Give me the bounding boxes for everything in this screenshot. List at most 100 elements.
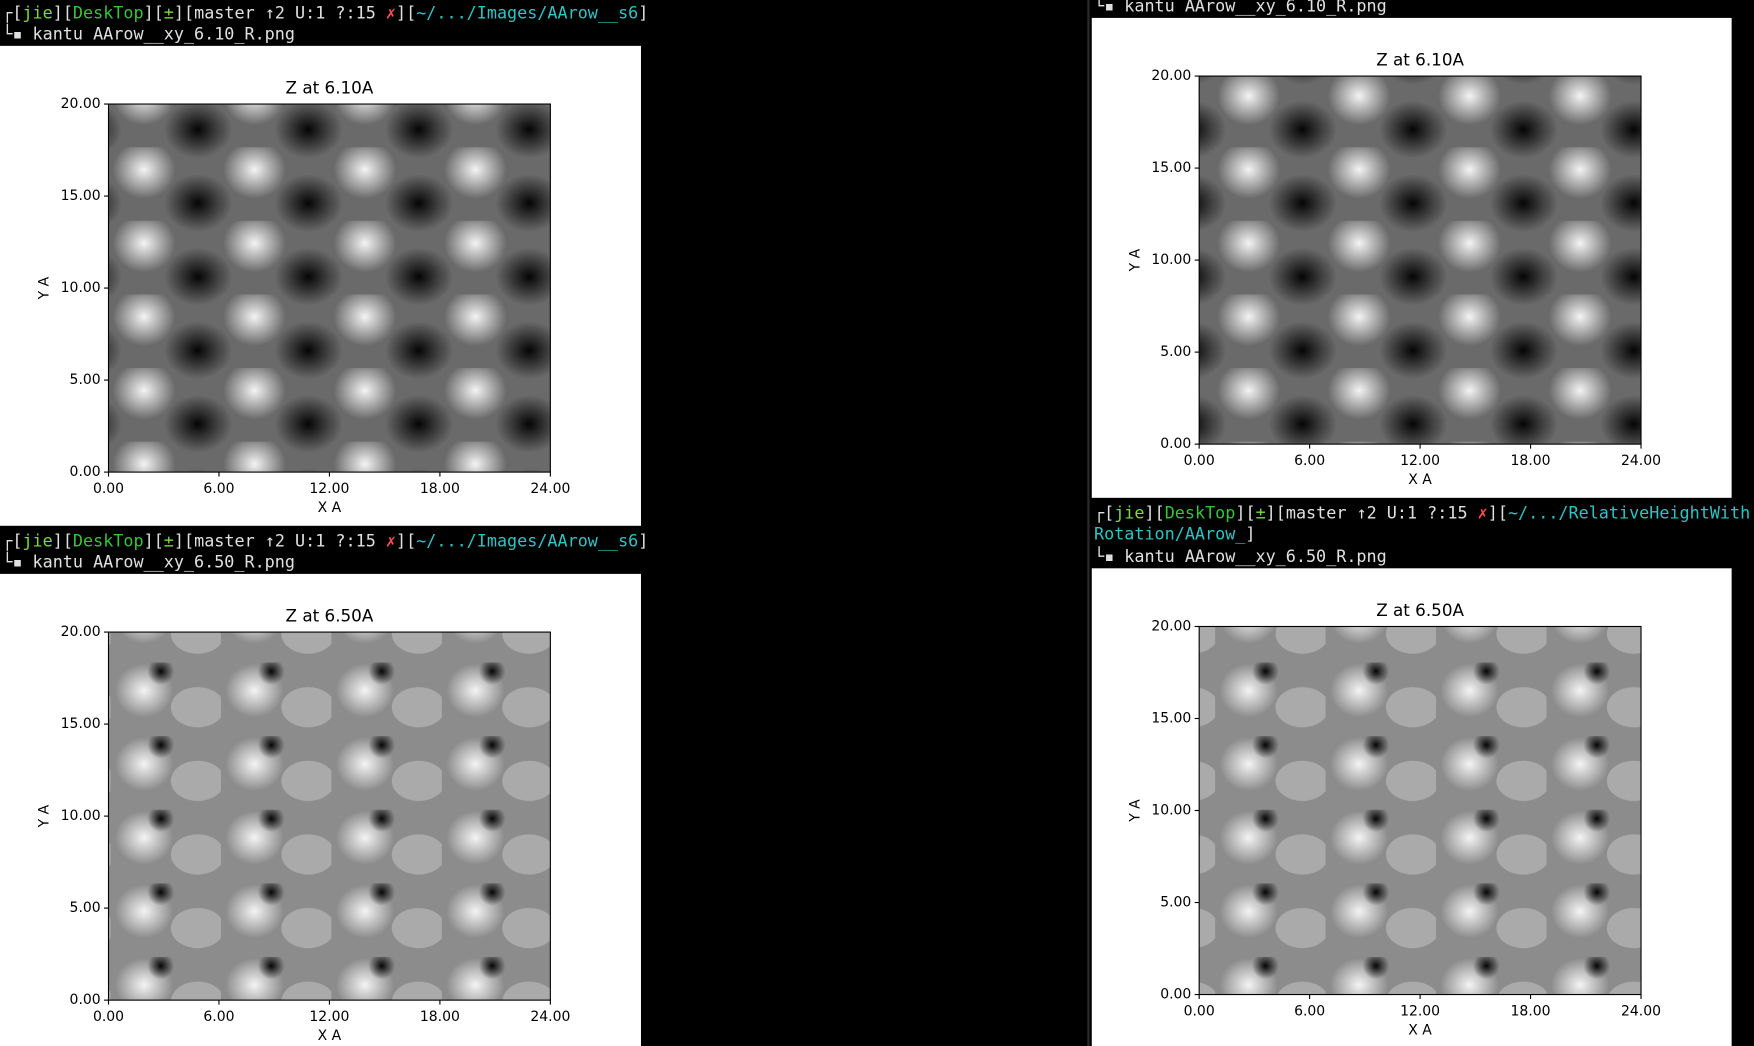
x-tick-label: 0.00 [93, 481, 124, 497]
prompt-segment: ][ [144, 530, 164, 550]
x-tick-label: 24.00 [530, 481, 570, 497]
heatmap [108, 104, 551, 473]
x-tick-label: 0.00 [1184, 453, 1215, 469]
x-tick-label: 18.00 [420, 1009, 460, 1025]
heatmap [108, 632, 551, 1001]
prompt-segment: ][master ↑2 U:1 ?:15 [1266, 502, 1478, 522]
prompt-segment: jie [1114, 502, 1144, 522]
y-tick-label: 0.00 [70, 992, 101, 1008]
y-tick-label: 10.00 [1151, 803, 1191, 819]
pane-divider [1087, 0, 1090, 1046]
y-tick-label: 15.00 [1151, 710, 1191, 726]
y-tick-label: 0.00 [1160, 987, 1191, 1003]
prompt-segment: ] [638, 530, 648, 550]
prompt-segment: ✗ [386, 530, 396, 550]
x-tick-label: 24.00 [1621, 1003, 1661, 1019]
prompt-segment: ][ [396, 2, 416, 22]
plot-title: Z at 6.50A [1376, 600, 1464, 620]
y-tick-label: 15.00 [61, 188, 101, 204]
x-tick-label: 6.00 [203, 481, 234, 497]
x-tick-label: 6.00 [1294, 453, 1325, 469]
y-tick-label: 20.00 [1151, 618, 1191, 634]
y-tick-label: 0.00 [70, 464, 101, 480]
prompt-segment: DeskTop [1165, 502, 1236, 522]
prompt-line: ┌[jie][DeskTop][±][master ↑2 U:1 ?:15 ✗]… [1094, 502, 1750, 523]
x-tick-label: 12.00 [309, 1009, 349, 1025]
command-line: └▪ kantu AArow__xy_6.10_R.png [1094, 0, 1387, 16]
prompt-segment: ± [164, 530, 174, 550]
x-tick-label: 18.00 [420, 481, 460, 497]
prompt-segment: ][ [144, 2, 164, 22]
prompt-segment: ][master ↑2 U:1 ?:15 [174, 2, 386, 22]
y-tick-label: 5.00 [70, 900, 101, 916]
command-line: └▪ kantu AArow__xy_6.10_R.png [2, 24, 295, 44]
y-tick-label: 10.00 [61, 808, 101, 824]
prompt-segment: jie [22, 530, 52, 550]
prompt-segment: ][ [396, 530, 416, 550]
prompt-segment: Rotation/AArow_ [1094, 524, 1246, 544]
x-tick-label: 6.00 [203, 1009, 234, 1025]
prompt-segment: ][master ↑2 U:1 ?:15 [174, 530, 386, 550]
x-tick-label: 12.00 [1400, 1003, 1440, 1019]
y-axis-label: Y A [37, 804, 53, 828]
x-tick-label: 6.00 [1294, 1003, 1325, 1019]
prompt-segment: ][ [1235, 502, 1255, 522]
y-axis-label: Y A [1127, 799, 1143, 823]
x-tick-label: 12.00 [309, 481, 349, 497]
prompt-segment: ][ [1488, 502, 1508, 522]
y-tick-label: 5.00 [70, 372, 101, 388]
y-tick-label: 20.00 [61, 96, 101, 112]
x-axis-label: X A [1408, 472, 1432, 488]
prompt-line: ┌[jie][DeskTop][±][master ↑2 U:1 ?:15 ✗]… [2, 530, 648, 551]
prompt-segment: ✗ [1478, 502, 1488, 522]
prompt-segment: ] [1245, 524, 1255, 544]
y-tick-label: 15.00 [61, 716, 101, 732]
y-tick-label: 5.00 [1160, 344, 1191, 360]
y-tick-label: 0.00 [1160, 436, 1191, 452]
command-line: └▪ kantu AArow__xy_6.50_R.png [2, 552, 295, 572]
prompt-segment: ± [1256, 502, 1266, 522]
plot-title: Z at 6.10A [1376, 49, 1464, 69]
x-tick-label: 12.00 [1400, 453, 1440, 469]
prompt-line: ┌[jie][DeskTop][±][master ↑2 U:1 ?:15 ✗]… [2, 2, 648, 23]
y-axis-label: Y A [1127, 248, 1143, 272]
x-tick-label: 18.00 [1511, 453, 1551, 469]
heatmap [1199, 626, 1642, 995]
x-tick-label: 0.00 [1184, 1003, 1215, 1019]
x-axis-label: X A [318, 1028, 342, 1044]
prompt-segment: ~/.../Images/AArow__s6 [416, 2, 638, 22]
prompt-segment: ][ [53, 530, 73, 550]
prompt-segment: ┌[ [1094, 502, 1114, 523]
x-tick-label: 24.00 [530, 1009, 570, 1025]
plot-title: Z at 6.10A [286, 77, 374, 97]
prompt-segment: ~/.../RelativeHeightWith [1508, 502, 1750, 522]
prompt-segment: DeskTop [73, 530, 144, 550]
prompt-line: Rotation/AArow_] [1094, 524, 1256, 544]
x-tick-label: 0.00 [93, 1009, 124, 1025]
heatmap [1199, 76, 1642, 445]
prompt-segment: ┌[ [2, 2, 22, 23]
prompt-segment: ][ [53, 2, 73, 22]
prompt-segment: ± [164, 2, 174, 22]
x-axis-label: X A [1408, 1022, 1432, 1038]
y-tick-label: 10.00 [61, 280, 101, 296]
prompt-segment: ✗ [386, 2, 396, 22]
y-tick-label: 5.00 [1160, 895, 1191, 911]
prompt-segment: ][ [1145, 502, 1165, 522]
prompt-segment: DeskTop [73, 2, 144, 22]
x-axis-label: X A [318, 500, 342, 516]
y-axis-label: Y A [37, 276, 53, 300]
y-tick-label: 20.00 [61, 624, 101, 640]
prompt-segment: ] [638, 2, 648, 22]
plot-title: Z at 6.50A [286, 605, 374, 625]
prompt-segment: jie [22, 2, 52, 22]
x-tick-label: 24.00 [1621, 453, 1661, 469]
prompt-segment: ┌[ [2, 530, 22, 551]
command-line: └▪ kantu AArow__xy_6.50_R.png [1094, 546, 1387, 566]
y-tick-label: 15.00 [1151, 160, 1191, 176]
y-tick-label: 20.00 [1151, 68, 1191, 84]
x-tick-label: 18.00 [1511, 1003, 1551, 1019]
prompt-segment: ~/.../Images/AArow__s6 [416, 530, 638, 550]
